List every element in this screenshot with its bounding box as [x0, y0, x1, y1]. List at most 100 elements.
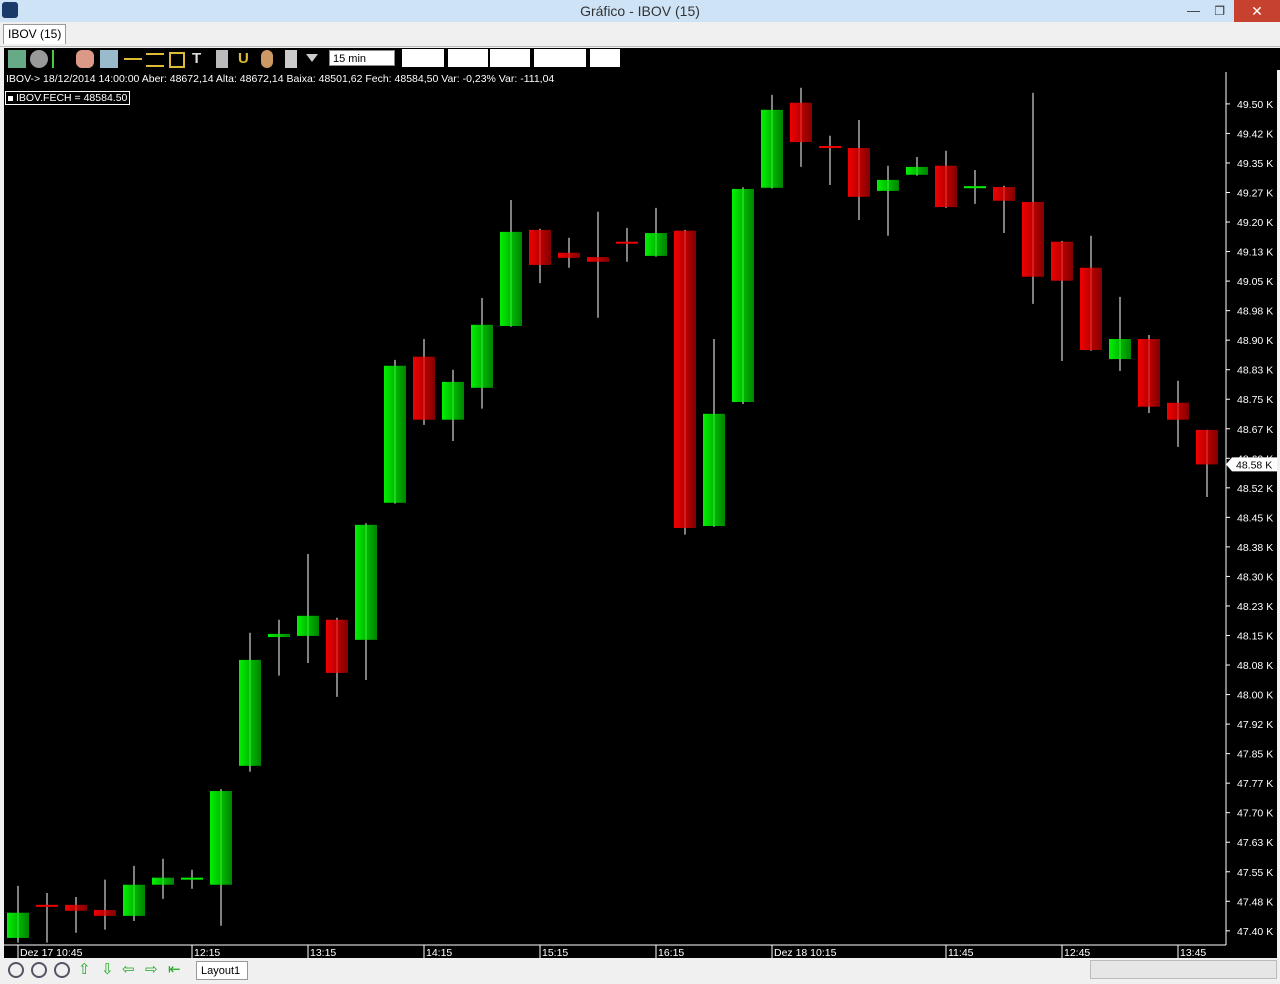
- candle-body: [1109, 338, 1131, 360]
- last-price-label: 48.58 K: [1236, 459, 1272, 471]
- tool-button[interactable]: [306, 54, 318, 62]
- candle-body: [935, 165, 957, 208]
- candle-body: [94, 909, 116, 916]
- tool-button[interactable]: [261, 50, 273, 68]
- candle-body: [906, 166, 928, 175]
- x-tick-label: 15:15: [542, 947, 568, 959]
- fib-tool[interactable]: [490, 49, 530, 67]
- y-tick-label: 48.15 K: [1237, 630, 1273, 642]
- x-tick-label: 13:45: [1180, 947, 1206, 959]
- quote-info: IBOV-> 18/12/2014 14:00:00 Aber: 48672,1…: [6, 73, 555, 85]
- candle-body: [877, 179, 899, 191]
- close[interactable]: ✕: [1234, 0, 1280, 22]
- candle-body: [848, 147, 870, 197]
- tool-button[interactable]: [76, 50, 94, 68]
- zoom-out[interactable]: [54, 962, 70, 978]
- candle-body: [732, 188, 754, 402]
- candle-body: [65, 904, 87, 911]
- y-tick-label: 49.27 K: [1237, 187, 1273, 199]
- up-button[interactable]: ⇧: [78, 961, 91, 978]
- y-tick-label: 48.38 K: [1237, 542, 1273, 554]
- tool-button[interactable]: [169, 52, 185, 68]
- candle-body: [152, 877, 174, 885]
- y-tick-label: 49.13 K: [1237, 247, 1273, 259]
- candle-body: [790, 102, 812, 143]
- candle-body: [645, 233, 667, 256]
- tool-button[interactable]: [52, 50, 72, 68]
- y-tick-label: 49.05 K: [1237, 276, 1273, 288]
- y-tick-label: 48.75 K: [1237, 394, 1273, 406]
- interval-select[interactable]: 15 min: [329, 50, 395, 66]
- zoom-in[interactable]: [31, 962, 47, 978]
- candle-body: [7, 912, 29, 938]
- candle-body: [413, 356, 435, 420]
- tool-button[interactable]: [124, 58, 142, 78]
- y-tick-label: 47.55 K: [1237, 867, 1273, 879]
- legend-text: IBOV.FECH = 48584.50: [16, 92, 128, 104]
- color-picker[interactable]: [590, 49, 620, 67]
- candle-body: [1051, 241, 1073, 281]
- y-tick-label: 47.85 K: [1237, 749, 1273, 761]
- tool-button[interactable]: U: [238, 50, 249, 67]
- layout-tab[interactable]: Layout1: [196, 961, 248, 980]
- candle-body: [1167, 402, 1189, 420]
- y-tick-label: 47.92 K: [1237, 719, 1273, 731]
- candle-body: [384, 365, 406, 503]
- x-tick-label: Dez 17 10:45: [20, 947, 83, 959]
- candle-body: [1196, 429, 1218, 465]
- chart-background: [4, 70, 1277, 958]
- y-tick-label: 47.70 K: [1237, 808, 1273, 820]
- tab-row: [0, 22, 1280, 47]
- tool-button[interactable]: [285, 50, 297, 68]
- left-button[interactable]: ⇦: [122, 961, 135, 978]
- line-style[interactable]: [534, 49, 586, 67]
- scrollbar[interactable]: [1090, 960, 1277, 979]
- tool-button[interactable]: T: [192, 50, 202, 67]
- candle-body: [819, 146, 841, 149]
- toolbar: T U: [4, 48, 1280, 70]
- restore[interactable]: ❐: [1214, 4, 1225, 18]
- shape-tool[interactable]: [448, 49, 488, 67]
- tool-button[interactable]: [216, 50, 228, 68]
- tool-button[interactable]: [8, 50, 26, 68]
- x-tick-label: 14:15: [426, 947, 452, 959]
- chart-tab[interactable]: IBOV (15): [3, 24, 67, 44]
- title-bar: Gráfico - IBOV (15) — ❐ ✕: [0, 0, 1280, 22]
- x-tick-label: 11:45: [948, 947, 974, 959]
- y-tick-label: 49.35 K: [1237, 158, 1273, 170]
- candle-body: [1022, 201, 1044, 277]
- y-tick-label: 47.48 K: [1237, 896, 1273, 908]
- candle-body: [471, 324, 493, 388]
- minimize[interactable]: —: [1187, 3, 1200, 18]
- candle-body: [964, 186, 986, 189]
- y-tick-label: 48.83 K: [1237, 365, 1273, 377]
- end-button[interactable]: ⇤: [168, 961, 181, 978]
- candle-body: [442, 381, 464, 420]
- zoom-button[interactable]: [8, 962, 24, 978]
- y-tick-label: 48.52 K: [1237, 483, 1273, 495]
- line-tool[interactable]: [402, 49, 444, 67]
- right-button[interactable]: ⇨: [145, 961, 158, 978]
- y-tick-label: 48.45 K: [1237, 512, 1273, 524]
- candle-body: [268, 633, 290, 638]
- candle-body: [210, 791, 232, 885]
- y-tick-label: 48.00 K: [1237, 690, 1273, 702]
- down-button[interactable]: ⇩: [101, 961, 114, 978]
- y-tick-label: 48.23 K: [1237, 601, 1273, 613]
- candle-body: [616, 241, 638, 244]
- x-tick-label: 13:15: [310, 947, 336, 959]
- candle-body: [674, 230, 696, 528]
- tool-button[interactable]: [30, 50, 48, 68]
- tool-button[interactable]: [146, 53, 164, 67]
- y-tick-label: 48.08 K: [1237, 660, 1273, 672]
- y-tick-label: 49.20 K: [1237, 217, 1273, 229]
- y-tick-label: 48.98 K: [1237, 306, 1273, 318]
- x-tick-label: 16:15: [658, 947, 684, 959]
- last-price-marker: [1226, 457, 1277, 472]
- tool-button[interactable]: [100, 50, 118, 68]
- y-tick-label: 49.50 K: [1237, 99, 1273, 111]
- y-tick-label: 47.63 K: [1237, 837, 1273, 849]
- legend-swatch: [8, 96, 13, 101]
